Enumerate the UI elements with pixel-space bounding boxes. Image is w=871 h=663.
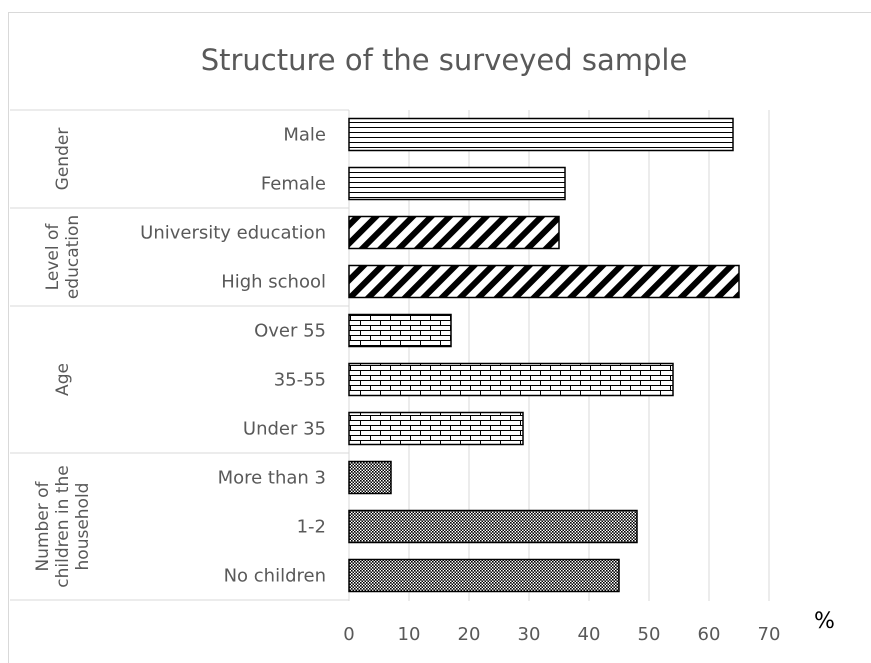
x-tick-label: 60 [698, 624, 721, 645]
bar [348, 117, 734, 152]
category-label: Male [283, 125, 326, 146]
bar [348, 264, 740, 299]
category-label: University education [140, 223, 326, 244]
category-label: Over 55 [254, 321, 326, 342]
category-label: Female [261, 174, 326, 195]
x-axis-unit-label: % [814, 609, 835, 634]
x-axis-ticks: 0 10 20 30 40 50 60 70 [343, 624, 780, 645]
category-label: Under 35 [243, 419, 326, 440]
group-label-line: children in the [53, 465, 73, 587]
group-label: Level ofeducation [43, 215, 83, 299]
x-tick-label: 0 [343, 624, 354, 645]
group-label-line: Level of [43, 223, 63, 291]
x-tick-label: 10 [398, 624, 421, 645]
category-table: Male Female Gender University education High… [10, 109, 350, 601]
group-label: Gender [53, 128, 73, 191]
bars [348, 117, 740, 593]
x-tick-label: 40 [578, 624, 601, 645]
bar [348, 215, 560, 250]
x-tick-label: 50 [638, 624, 661, 645]
chart-title: Structure of the surveyed sample [201, 43, 688, 77]
group-label: Number ofchildren in thehousehold [33, 465, 93, 587]
group-label-line: Age [53, 363, 73, 396]
bar [348, 509, 638, 544]
bar [348, 411, 524, 446]
bar [348, 558, 620, 593]
group-label-line: education [63, 215, 83, 299]
category-label: 35-55 [274, 370, 326, 391]
category-label: More than 3 [218, 468, 326, 489]
group-label-line: Number of [33, 480, 53, 571]
x-tick-label: 30 [518, 624, 541, 645]
bar [348, 313, 452, 348]
bar [348, 460, 392, 495]
category-label: High school [221, 272, 326, 293]
group-label: Age [53, 363, 73, 396]
bar [348, 166, 566, 201]
bar [348, 362, 674, 397]
category-label: No children [224, 566, 326, 587]
group-label-line: Gender [53, 128, 73, 191]
group-label-line: household [73, 483, 93, 571]
x-tick-label: 20 [458, 624, 481, 645]
category-label: 1-2 [297, 517, 326, 538]
x-tick-label: 70 [758, 624, 781, 645]
